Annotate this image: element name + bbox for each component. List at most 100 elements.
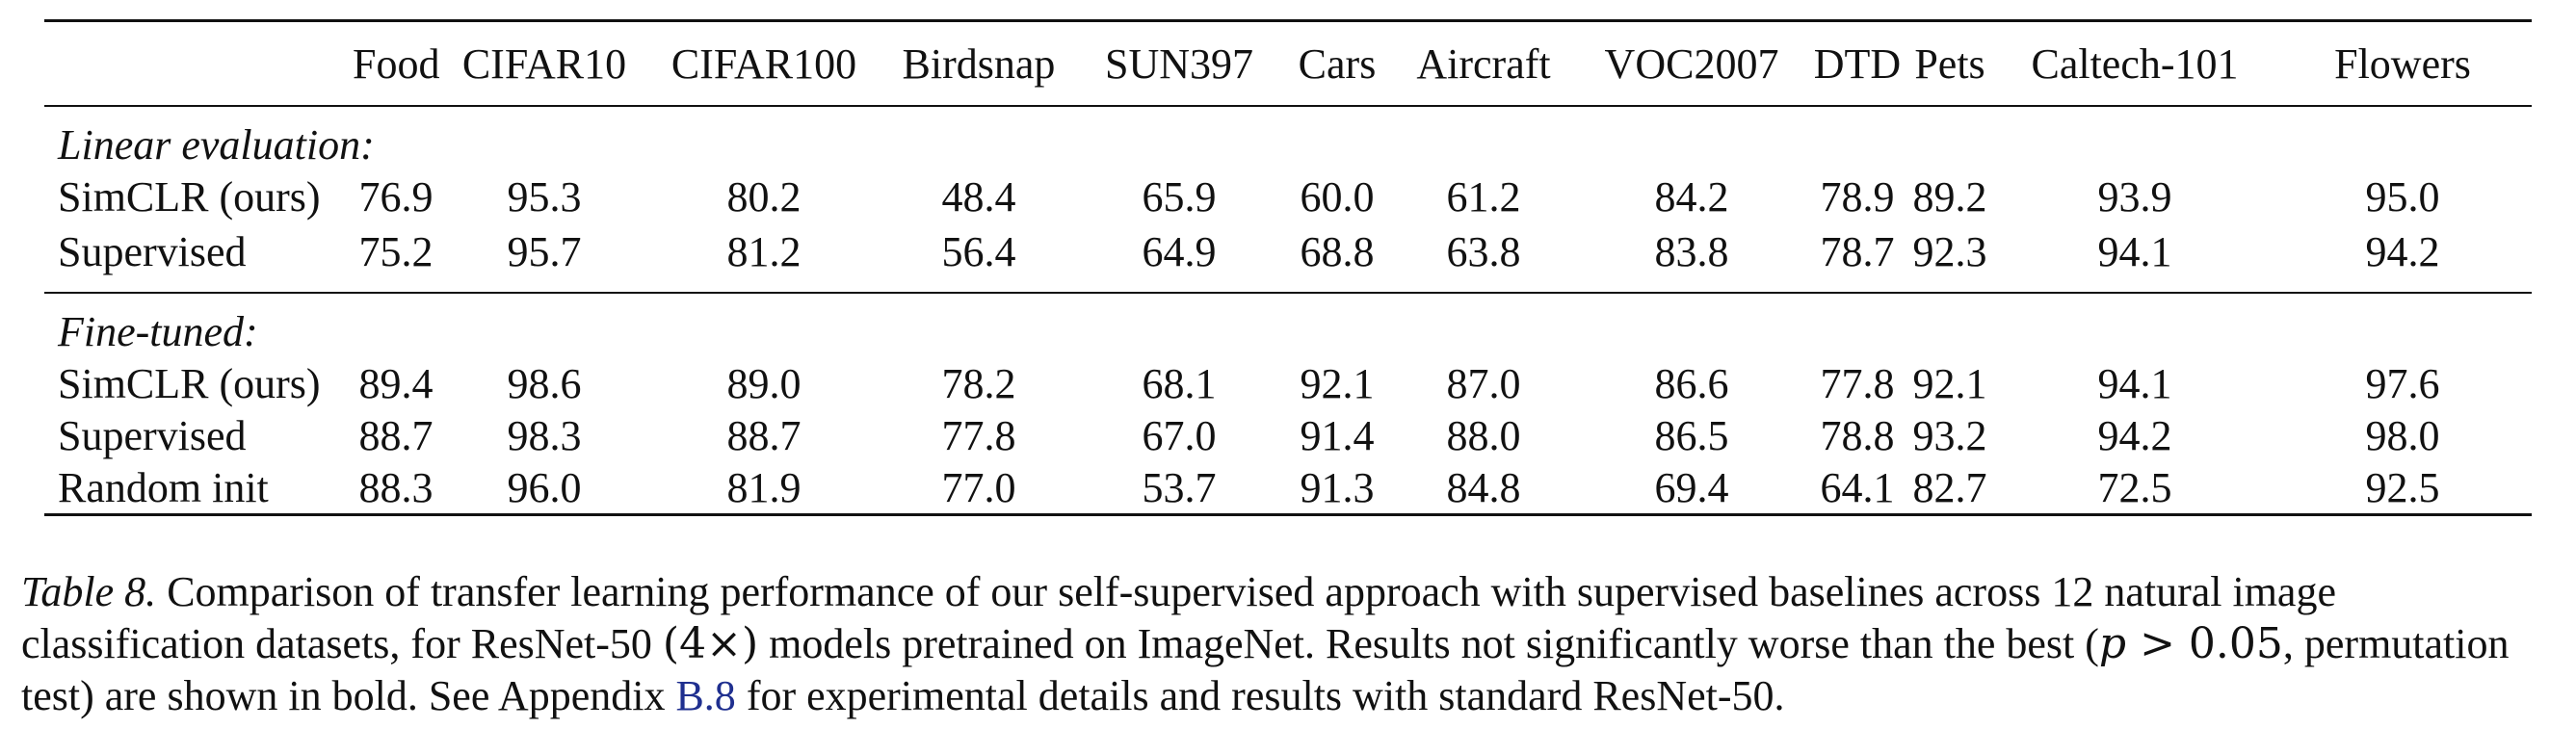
table-cell: 81.2	[649, 222, 879, 294]
table-cell: 92.3	[1904, 222, 1996, 294]
header-corner	[44, 19, 353, 107]
section-title: Fine-tuned:	[58, 307, 258, 355]
table-cell: 94.2	[2097, 411, 2172, 459]
table-cell: 67.0	[1142, 411, 1217, 459]
table-cell: 94.1	[1996, 222, 2274, 294]
column-header: Birdsnap	[879, 19, 1079, 107]
table-cell: 64.1	[1811, 461, 1904, 516]
column-header: Cars	[1279, 19, 1395, 107]
table-row: SimCLR (ours) 89.4 98.6 89.0 78.2 68.1 92.1 87.…	[44, 357, 2532, 409]
column-header: Aircraft	[1395, 19, 1572, 107]
column-header: Food	[353, 19, 439, 107]
table-cell: 94.1	[2097, 359, 2172, 407]
table-cell: 68.1	[1142, 359, 1217, 407]
table-cell: 65.9	[1142, 172, 1217, 221]
table-cell: 96.0	[439, 461, 649, 516]
table-cell: 92.5	[2274, 461, 2532, 516]
table-header-row: Food CIFAR10 CIFAR100 Birdsnap SUN397 Ca…	[44, 19, 2532, 107]
table-cell: 72.5	[1996, 461, 2274, 516]
column-header: Pets	[1904, 19, 1996, 107]
row-label: Random init	[44, 461, 353, 516]
table-row: Supervised 75.2 95.7 81.2 56.4 64.9 68.8 63.8 83…	[44, 222, 2532, 294]
caption-text: , permutation test) are shown in bold. S…	[21, 620, 2510, 719]
table-cell: 80.2	[726, 172, 802, 221]
table-caption: Table 8. Comparison of transfer learning…	[21, 566, 2555, 722]
table-cell: 89.2	[1912, 172, 1987, 221]
table-cell: 95.3	[507, 172, 582, 221]
caption-math-p: p	[2098, 619, 2127, 668]
table-cell: 84.8	[1395, 461, 1572, 516]
table-cell: 81.9	[649, 461, 879, 516]
table-cell: 60.0	[1300, 172, 1375, 221]
table-cell: 86.5	[1654, 411, 1729, 459]
caption-text: for experimental details and results wit…	[735, 672, 1785, 719]
table-cell: 78.8	[1820, 411, 1895, 459]
appendix-link[interactable]: B.8	[675, 672, 736, 719]
table-cell: 61.2	[1446, 172, 1521, 221]
caption-label: Table 8.	[21, 568, 157, 615]
caption-math-model: (4×)	[662, 619, 759, 668]
table-cell: 76.9	[358, 172, 434, 221]
table-cell: 88.7	[726, 411, 802, 459]
section-title-row: Linear evaluation:	[44, 106, 2532, 170]
table-cell: 93.2	[1912, 411, 1987, 459]
section-title: Linear evaluation:	[58, 120, 375, 169]
table-cell: 68.8	[1279, 222, 1395, 294]
table-cell: 83.8	[1572, 222, 1811, 294]
table-cell: 86.6	[1654, 359, 1729, 407]
table-cell: 97.6	[2365, 359, 2440, 407]
table-cell: 91.3	[1279, 461, 1395, 516]
table-row: Random init 88.3 96.0 81.9 77.0 53.7 91.3 84.8 6…	[44, 461, 2532, 516]
table-cell: 78.9	[1820, 172, 1895, 221]
table-cell: 82.7	[1904, 461, 1996, 516]
table-cell: 77.8	[941, 411, 1016, 459]
table-cell: 94.2	[2274, 222, 2532, 294]
table-cell: 88.0	[1446, 411, 1521, 459]
table-cell: 95.0	[2365, 172, 2440, 221]
row-label: Supervised	[58, 411, 247, 459]
table-cell: 64.9	[1079, 222, 1279, 294]
column-header: Caltech-101	[1996, 19, 2274, 107]
table-cell: 63.8	[1395, 222, 1572, 294]
caption-math-cond: > 0.05	[2126, 619, 2283, 668]
column-header: CIFAR10	[439, 19, 649, 107]
table-cell: 93.9	[2097, 172, 2172, 221]
table-cell: 77.8	[1820, 359, 1895, 407]
row-label: SimCLR (ours)	[58, 172, 321, 221]
table-cell: 48.4	[941, 172, 1016, 221]
table-cell: 84.2	[1654, 172, 1729, 221]
table-cell: 87.0	[1446, 359, 1521, 407]
table-cell: 78.2	[941, 359, 1016, 407]
table-cell: 89.0	[726, 359, 802, 407]
table-cell: 88.7	[358, 411, 434, 459]
table-cell: 89.4	[358, 359, 434, 407]
table-row: SimCLR (ours) 76.9 95.3 80.2 48.4 65.9 60.0 61.…	[44, 170, 2532, 222]
table-cell: 92.1	[1300, 359, 1375, 407]
table-cell: 91.4	[1300, 411, 1375, 459]
table-row: Supervised 88.7 98.3 88.7 77.8 67.0 91.4 88.0 86…	[44, 409, 2532, 461]
column-header: DTD	[1811, 19, 1904, 107]
row-label: SimCLR (ours)	[58, 359, 321, 407]
caption-text: models pretrained on ImageNet. Results n…	[758, 620, 2099, 667]
row-label: Supervised	[44, 222, 353, 294]
table-cell: 98.6	[507, 359, 582, 407]
table-cell: 69.4	[1572, 461, 1811, 516]
column-header: CIFAR100	[649, 19, 879, 107]
results-table: Food CIFAR10 CIFAR100 Birdsnap SUN397 Ca…	[44, 19, 2532, 516]
table-cell: 75.2	[353, 222, 439, 294]
column-header: SUN397	[1079, 19, 1279, 107]
table-cell: 78.7	[1811, 222, 1904, 294]
caption-text: Comparison of transfer learning performa…	[21, 568, 2336, 667]
table-cell: 92.1	[1912, 359, 1987, 407]
table-body: Linear evaluation: SimCLR (ours) 76.9 95.3 8…	[44, 106, 2532, 516]
table-cell: 56.4	[879, 222, 1079, 294]
table-cell: 88.3	[353, 461, 439, 516]
table-cell: 53.7	[1079, 461, 1279, 516]
table-cell: 95.7	[439, 222, 649, 294]
table-cell: 98.0	[2365, 411, 2440, 459]
table-cell: 77.0	[879, 461, 1079, 516]
column-header: Flowers	[2274, 19, 2532, 107]
section-title-row: Fine-tuned:	[44, 293, 2532, 357]
table-cell: 98.3	[507, 411, 582, 459]
